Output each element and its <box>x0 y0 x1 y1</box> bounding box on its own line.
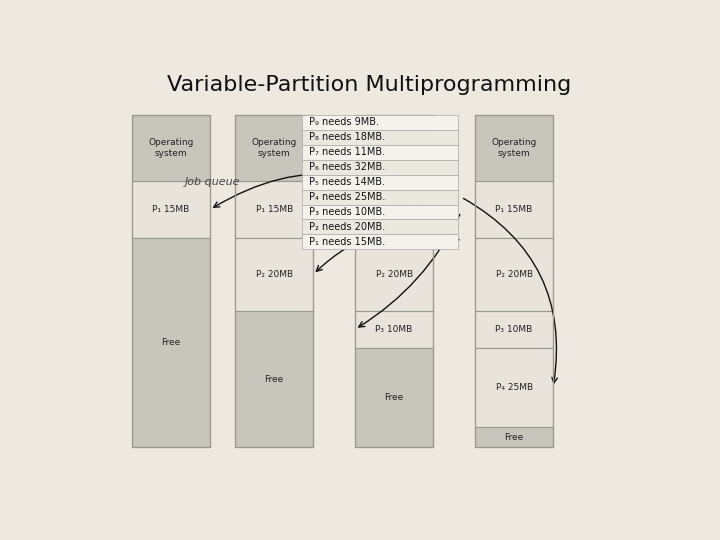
Text: P₃ 10MB: P₃ 10MB <box>495 325 533 334</box>
Bar <box>355 311 433 348</box>
Bar <box>475 427 553 447</box>
Bar <box>355 181 433 238</box>
Text: Operating
system: Operating system <box>372 138 417 158</box>
Bar <box>302 174 458 190</box>
Text: P₁ 15MB: P₁ 15MB <box>256 205 293 214</box>
Text: P₃ 10MB: P₃ 10MB <box>376 325 413 334</box>
Text: Job queue: Job queue <box>185 177 240 187</box>
Text: P₁ 15MB: P₁ 15MB <box>495 205 533 214</box>
Text: Free: Free <box>505 433 523 442</box>
Bar <box>475 114 553 181</box>
Bar <box>235 311 313 447</box>
Bar <box>235 181 313 238</box>
Text: P₆ needs 32MB.: P₆ needs 32MB. <box>309 162 385 172</box>
Bar <box>302 130 458 145</box>
Bar <box>235 238 313 311</box>
Text: P₇ needs 11MB.: P₇ needs 11MB. <box>309 147 385 157</box>
Bar <box>475 311 553 348</box>
Bar <box>302 114 458 130</box>
Bar <box>235 114 313 447</box>
Text: Free: Free <box>161 338 181 347</box>
Bar <box>302 145 458 160</box>
Text: P₂ needs 20MB.: P₂ needs 20MB. <box>309 222 385 232</box>
Text: Variable-Partition Multiprogramming: Variable-Partition Multiprogramming <box>167 75 571 95</box>
Text: P₂ 20MB: P₂ 20MB <box>495 270 533 279</box>
Bar <box>132 238 210 447</box>
Text: P₃ needs 10MB.: P₃ needs 10MB. <box>309 207 385 217</box>
Bar <box>475 181 553 238</box>
Text: P₄ needs 25MB.: P₄ needs 25MB. <box>309 192 385 202</box>
Bar <box>132 114 210 447</box>
Bar <box>475 114 553 447</box>
Bar <box>355 114 433 447</box>
Text: P₁ needs 15MB.: P₁ needs 15MB. <box>309 237 385 247</box>
Bar <box>355 114 433 181</box>
Bar <box>475 238 553 311</box>
Text: P₁ 15MB: P₁ 15MB <box>153 205 189 214</box>
Bar <box>355 348 433 447</box>
Bar <box>475 348 553 427</box>
Bar <box>235 114 313 181</box>
Text: Free: Free <box>264 375 284 383</box>
Text: P₉ needs 9MB.: P₉ needs 9MB. <box>309 117 379 127</box>
Bar <box>302 205 458 219</box>
Text: P₂ 20MB: P₂ 20MB <box>256 270 293 279</box>
Text: Operating
system: Operating system <box>491 138 537 158</box>
Bar <box>302 190 458 205</box>
Bar <box>302 234 458 249</box>
Text: P₈ needs 18MB.: P₈ needs 18MB. <box>309 132 385 142</box>
Text: P₁ 15MB: P₁ 15MB <box>376 205 413 214</box>
Bar <box>302 160 458 174</box>
Bar <box>132 114 210 181</box>
Text: Operating
system: Operating system <box>251 138 297 158</box>
Bar <box>132 181 210 238</box>
Text: P₂ 20MB: P₂ 20MB <box>376 270 413 279</box>
Text: Operating
system: Operating system <box>148 138 194 158</box>
Text: Free: Free <box>384 393 404 402</box>
Bar <box>355 238 433 311</box>
Text: P₅ needs 14MB.: P₅ needs 14MB. <box>309 177 384 187</box>
Bar <box>302 219 458 234</box>
Text: P₄ 25MB: P₄ 25MB <box>495 383 533 392</box>
